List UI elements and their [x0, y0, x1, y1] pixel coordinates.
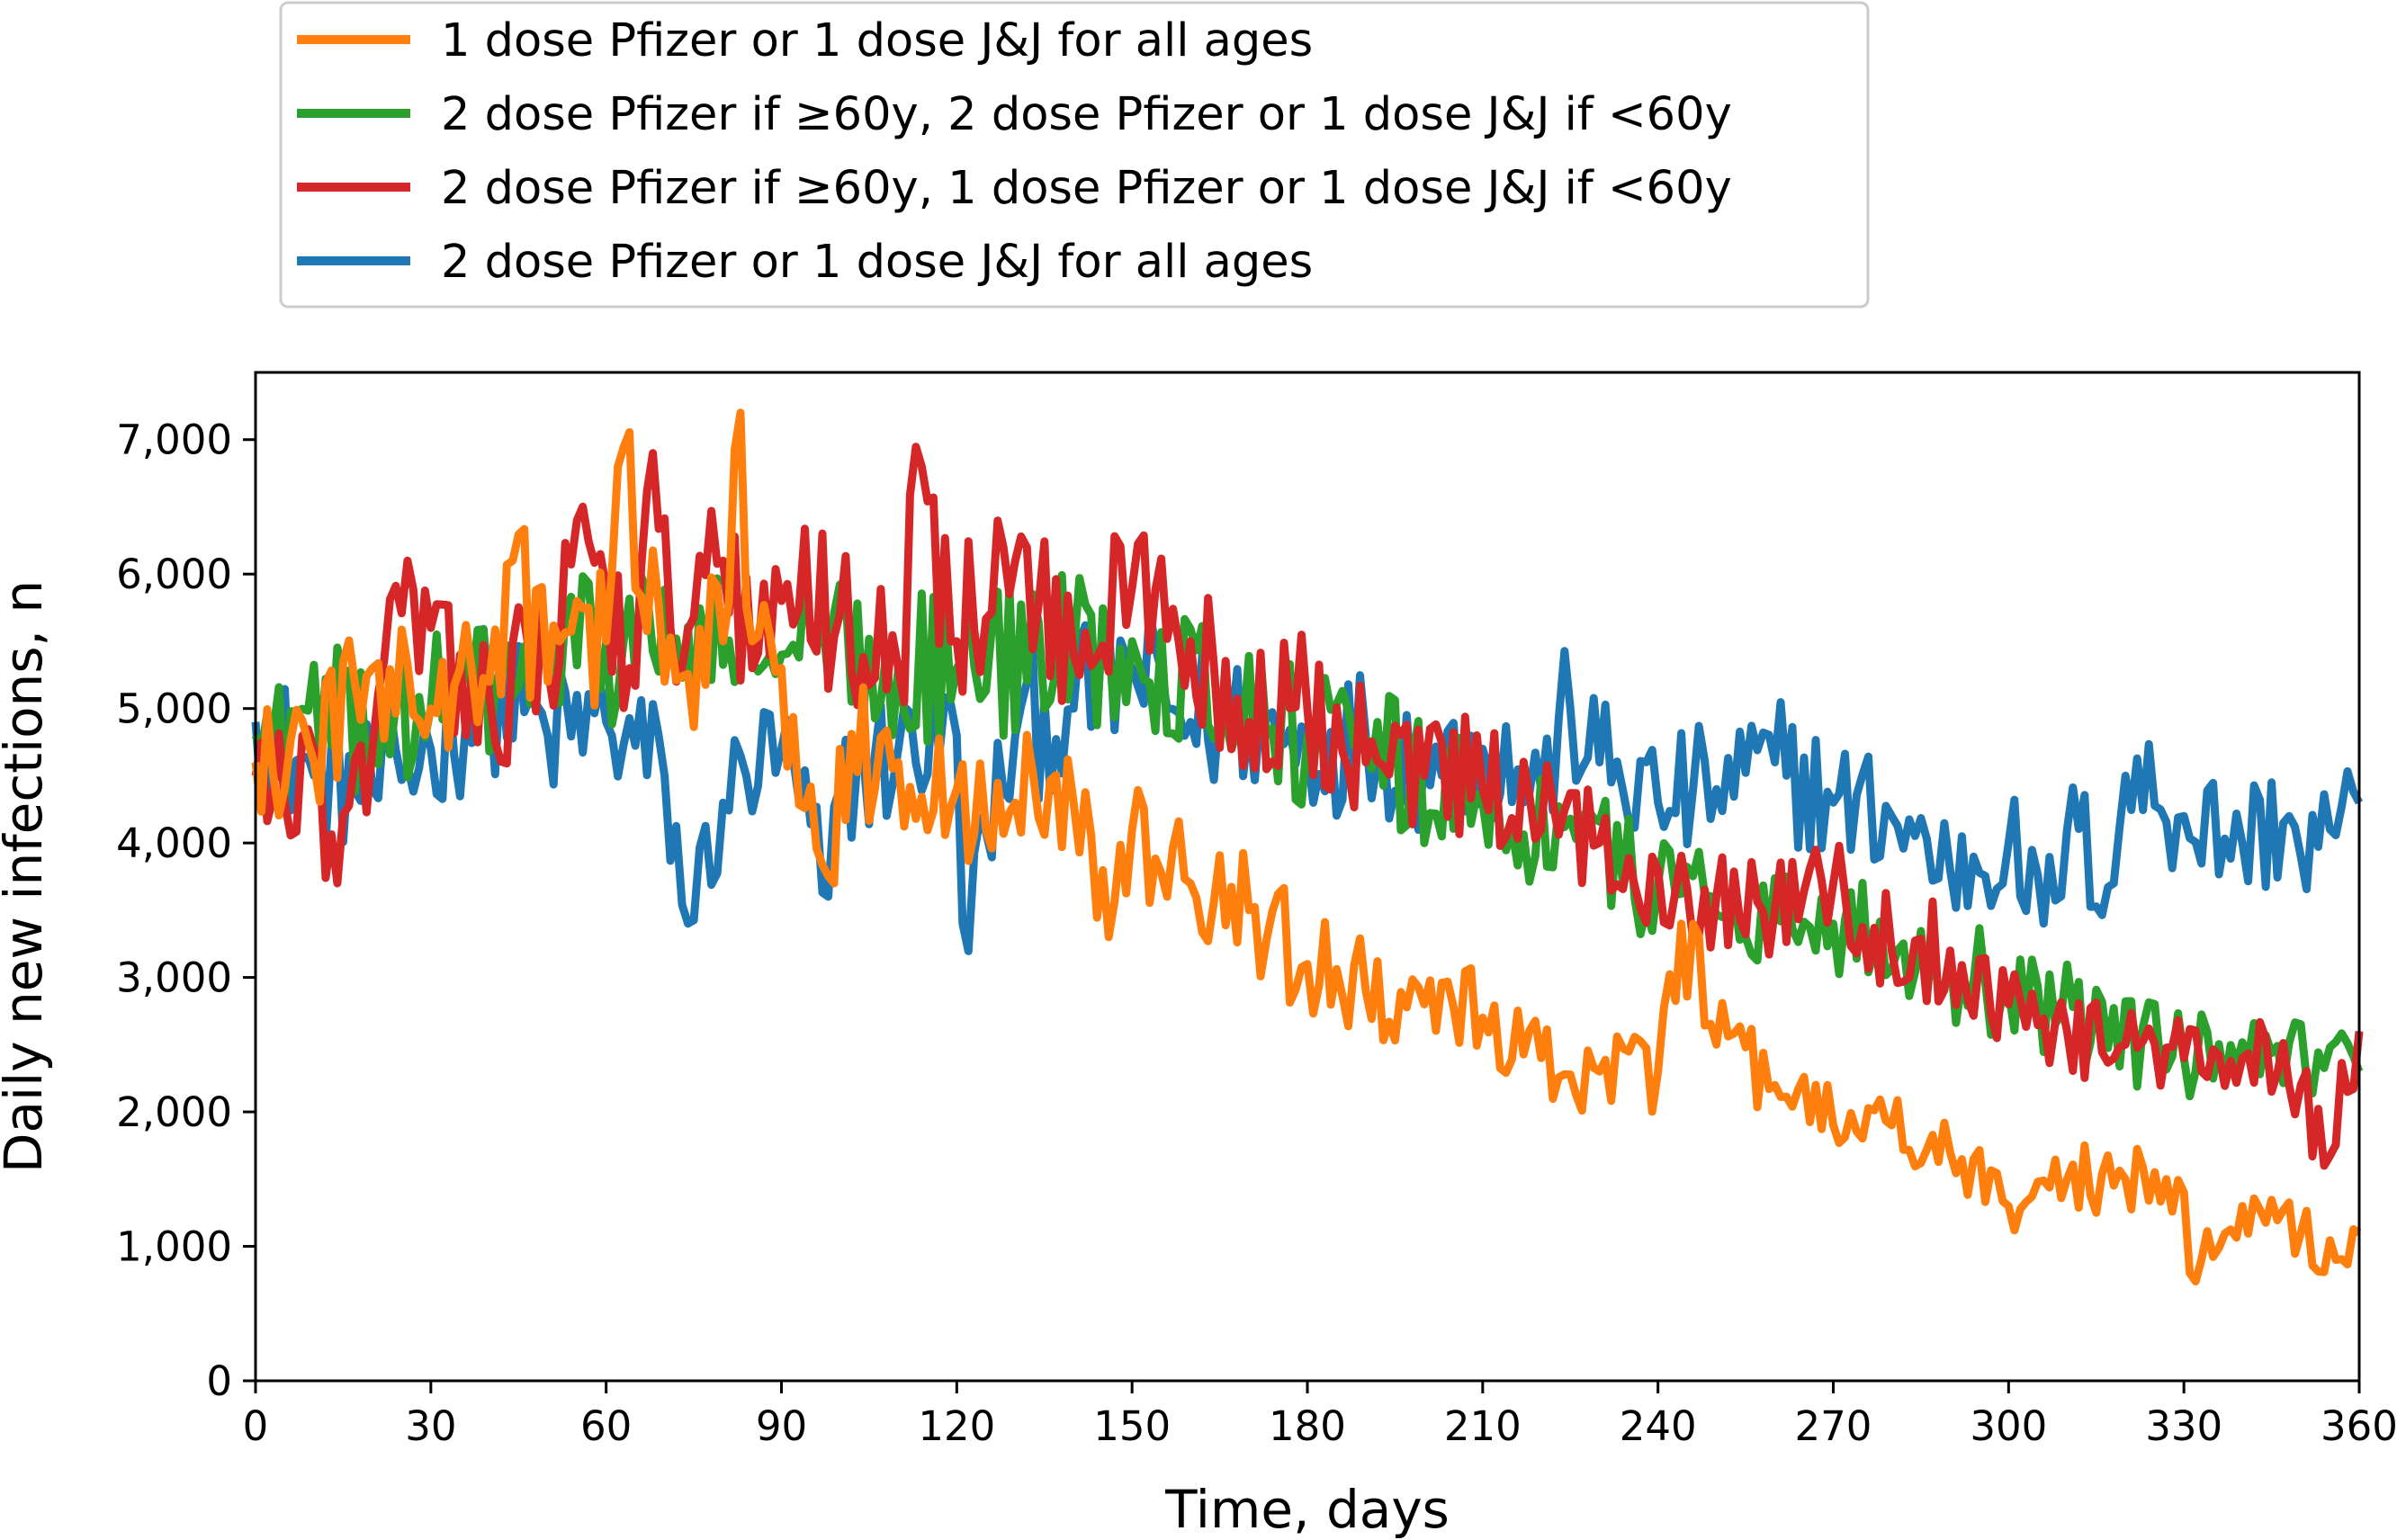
x-tick-label: 30 — [405, 1402, 456, 1450]
legend-label-2: 2 dose Pfizer if ≥60y, 2 dose Pfizer or … — [441, 88, 1732, 141]
y-axis: 0 1,000 2,000 3,000 4,000 5,000 6,000 7,000 — [116, 416, 256, 1405]
x-axis-title: Time, days — [1164, 1479, 1450, 1540]
plot-frame — [254, 371, 2361, 1383]
series-line-4 — [251, 408, 2362, 1285]
legend-label-1: 2 dose Pfizer or 1 dose J&J for all ages — [441, 236, 1313, 289]
y-tick-label: 4,000 — [116, 819, 232, 867]
x-tick-label: 0 — [243, 1402, 269, 1450]
x-tick-label: 240 — [1620, 1402, 1697, 1450]
x-tick-label: 360 — [2321, 1402, 2398, 1450]
x-tick-label: 60 — [580, 1402, 632, 1450]
legend-label-3: 2 dose Pfizer if ≥60y, 1 dose Pfizer or … — [441, 162, 1732, 215]
legend-box — [279, 1, 1870, 309]
x-tick-label: 120 — [918, 1402, 995, 1450]
y-tick-label: 5,000 — [116, 685, 232, 733]
plot-area — [251, 371, 2364, 1383]
y-tick-label: 2,000 — [116, 1088, 232, 1136]
x-tick-label: 150 — [1093, 1402, 1171, 1450]
series-layer — [251, 408, 2364, 1285]
x-tick-label: 90 — [756, 1402, 807, 1450]
x-axis: 0 30 60 90 120 150 180 210 240 270 300 330 360 — [243, 1381, 2398, 1450]
legend-label-4: 1 dose Pfizer or 1 dose J&J for all ages — [441, 14, 1313, 67]
series-line-3 — [251, 443, 2364, 1170]
x-tick-label: 330 — [2145, 1402, 2222, 1450]
x-tick-label: 300 — [1970, 1402, 2047, 1450]
legend: 1 dose Pfizer or 1 dose J&J for all ages… — [279, 1, 1870, 309]
x-tick-label: 270 — [1795, 1402, 1872, 1450]
y-tick-label: 3,000 — [116, 954, 232, 1002]
y-tick-label: 6,000 — [116, 551, 232, 598]
y-tick-label: 0 — [206, 1357, 232, 1405]
y-tick-label: 1,000 — [116, 1223, 232, 1271]
y-axis-title: Daily new infections, n — [0, 580, 54, 1173]
y-tick-label: 7,000 — [116, 416, 232, 464]
x-tick-label: 180 — [1269, 1402, 1346, 1450]
x-tick-label: 210 — [1444, 1402, 1522, 1450]
